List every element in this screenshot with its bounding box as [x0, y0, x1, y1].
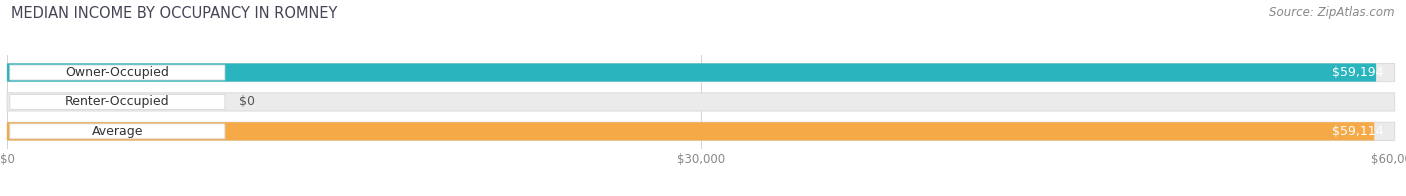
Text: $59,114: $59,114 [1331, 125, 1384, 138]
Text: Owner-Occupied: Owner-Occupied [66, 66, 169, 79]
Text: $59,194: $59,194 [1331, 66, 1384, 79]
FancyBboxPatch shape [7, 122, 1395, 140]
FancyBboxPatch shape [7, 93, 1395, 111]
FancyBboxPatch shape [10, 124, 225, 139]
Text: Renter-Occupied: Renter-Occupied [65, 95, 170, 108]
FancyBboxPatch shape [7, 63, 1376, 82]
Text: Source: ZipAtlas.com: Source: ZipAtlas.com [1270, 6, 1395, 19]
FancyBboxPatch shape [7, 63, 1395, 82]
Text: $0: $0 [239, 95, 254, 108]
FancyBboxPatch shape [10, 94, 225, 109]
Text: Average: Average [91, 125, 143, 138]
Text: MEDIAN INCOME BY OCCUPANCY IN ROMNEY: MEDIAN INCOME BY OCCUPANCY IN ROMNEY [11, 6, 337, 21]
FancyBboxPatch shape [10, 65, 225, 80]
FancyBboxPatch shape [7, 122, 1374, 140]
